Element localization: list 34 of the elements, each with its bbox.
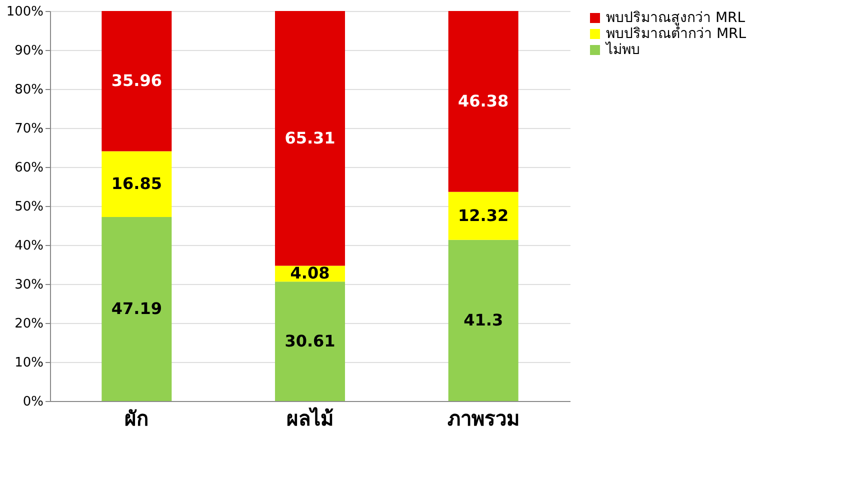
y-tick-label: 90% [14,44,44,58]
y-tick-label: 0% [22,394,44,410]
y-tick-label: 80% [14,82,44,98]
y-tick-label: 30% [14,278,44,292]
x-tick-label: ผลไม้ [286,406,334,430]
legend-label: พบปริมาณสูงกว่า MRL [606,10,746,26]
x-tick-label: ภาพรวม [447,406,520,430]
data-label: 41.3 [464,310,504,330]
y-tick-label: 10% [14,356,44,370]
data-label: 47.19 [111,298,162,318]
y-tick-label: 70% [14,122,44,136]
data-label: 4.08 [290,264,330,283]
bar [275,11,345,266]
data-label: 16.85 [111,174,162,194]
x-tick-label: ผัก [124,406,149,430]
bar [102,11,172,152]
bar [448,11,518,192]
data-label: 12.32 [458,206,509,225]
y-tick-label: 40% [14,238,44,254]
bar [102,216,172,401]
legend-label: พบปริมาณต่ำกว่า MRL [606,24,746,42]
y-tick-label: 20% [14,316,44,332]
legend-label: ไม่พบ [605,41,640,58]
y-tick-label: 50% [14,200,44,214]
bar [448,240,518,401]
y-tick-label: 100% [6,4,44,20]
data-label: 65.31 [284,128,336,148]
data-label: 35.96 [111,71,162,90]
y-tick-label: 60% [14,160,44,176]
bar [102,151,172,217]
bar [275,282,345,401]
data-label: 46.38 [458,91,509,110]
bar [448,192,518,240]
data-label: 30.61 [284,331,336,350]
